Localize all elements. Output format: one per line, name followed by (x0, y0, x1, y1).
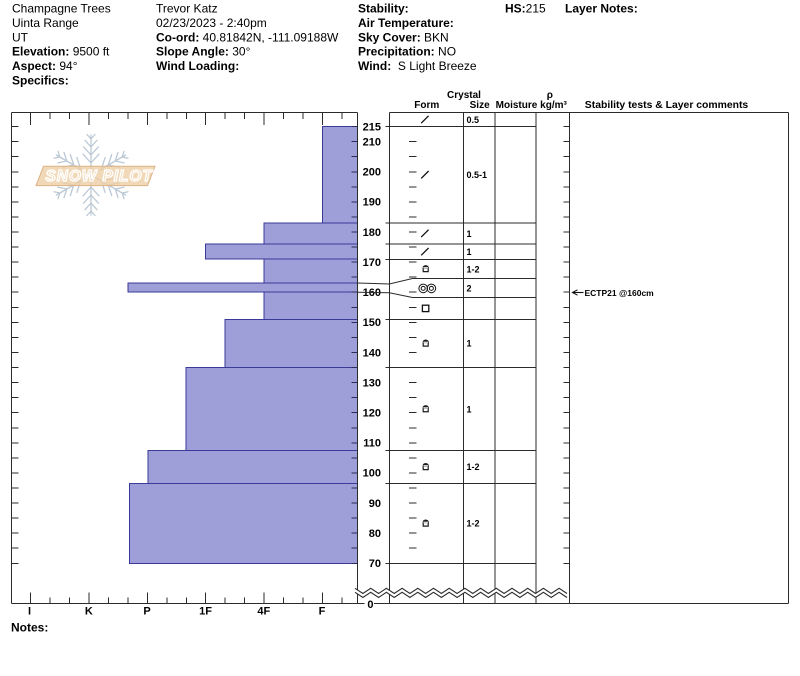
svg-text:Air Temperature:: Air Temperature: (358, 16, 454, 30)
svg-text:110: 110 (363, 438, 381, 450)
svg-text:1: 1 (467, 229, 472, 239)
svg-text:1-2: 1-2 (467, 462, 480, 472)
svg-text:ECTP21 @160cm: ECTP21 @160cm (585, 288, 655, 298)
svg-text:2: 2 (467, 283, 472, 293)
svg-text:02/23/2023 - 2:40pm: 02/23/2023 - 2:40pm (156, 16, 267, 30)
svg-text:HS:215: HS:215 (505, 2, 546, 16)
svg-text:ρ: ρ (547, 90, 553, 101)
svg-text:Champagne Trees: Champagne Trees (12, 2, 111, 16)
svg-text:1-2: 1-2 (467, 519, 480, 529)
svg-text:Layer Notes:: Layer Notes: (565, 2, 638, 16)
svg-text:1: 1 (467, 339, 472, 349)
svg-text:0.5: 0.5 (467, 115, 480, 125)
svg-text:UT: UT (12, 30, 29, 44)
svg-text:215: 215 (363, 121, 381, 133)
svg-text:170: 170 (363, 257, 381, 269)
svg-text:140: 140 (363, 347, 381, 359)
svg-text:Stability:: Stability: (358, 2, 409, 16)
svg-text:70: 70 (369, 558, 381, 570)
svg-text:F: F (319, 606, 326, 618)
svg-text:SNOW PILOT: SNOW PILOT (46, 168, 154, 185)
svg-text:Crystal: Crystal (447, 90, 481, 101)
svg-text:120: 120 (363, 408, 381, 420)
svg-text:210: 210 (363, 136, 381, 148)
svg-text:200: 200 (363, 167, 381, 179)
svg-text:Moisture: Moisture (496, 100, 538, 111)
svg-text:Sky Cover: BKN: Sky Cover: BKN (358, 30, 449, 44)
svg-text:160: 160 (363, 287, 381, 299)
svg-text:100: 100 (363, 468, 381, 480)
svg-text:Uinta Range: Uinta Range (12, 16, 79, 30)
svg-text:90: 90 (369, 498, 381, 510)
svg-text:Stability tests & Layer commen: Stability tests & Layer comments (585, 100, 749, 111)
svg-text:1F: 1F (199, 606, 212, 618)
svg-text:180: 180 (363, 227, 381, 239)
svg-text:Wind: S Light Breeze: Wind: S Light Breeze (358, 59, 477, 73)
svg-text:190: 190 (363, 197, 381, 209)
svg-text:Specifics:: Specifics: (12, 73, 69, 87)
svg-text:Notes:: Notes: (11, 621, 48, 635)
svg-text:130: 130 (363, 377, 381, 389)
svg-text:Elevation: 9500 ft: Elevation: 9500 ft (12, 45, 110, 59)
svg-text:1: 1 (467, 247, 472, 257)
svg-text:Slope Angle: 30°: Slope Angle: 30° (156, 45, 251, 59)
svg-text:Size: Size (470, 100, 490, 111)
svg-text:Aspect: 94°: Aspect: 94° (12, 59, 78, 73)
svg-text:Co-ord: 40.81842N, -111.09188W: Co-ord: 40.81842N, -111.09188W (156, 30, 339, 44)
svg-text:Trevor Katz: Trevor Katz (156, 2, 218, 16)
svg-text:1-2: 1-2 (467, 264, 480, 274)
svg-text:0: 0 (367, 599, 373, 611)
svg-text:Wind Loading:: Wind Loading: (156, 59, 239, 73)
svg-text:kg/m³: kg/m³ (540, 100, 567, 111)
svg-text:1: 1 (467, 404, 472, 414)
svg-text:I: I (28, 606, 31, 618)
svg-text:4F: 4F (257, 606, 270, 618)
svg-text:K: K (85, 606, 93, 618)
svg-text:Form: Form (414, 100, 439, 111)
svg-text:150: 150 (363, 317, 381, 329)
svg-text:P: P (143, 606, 150, 618)
svg-text:0.5-1: 0.5-1 (467, 170, 488, 180)
svg-text:80: 80 (369, 528, 381, 540)
svg-text:Precipitation: NO: Precipitation: NO (358, 45, 456, 59)
